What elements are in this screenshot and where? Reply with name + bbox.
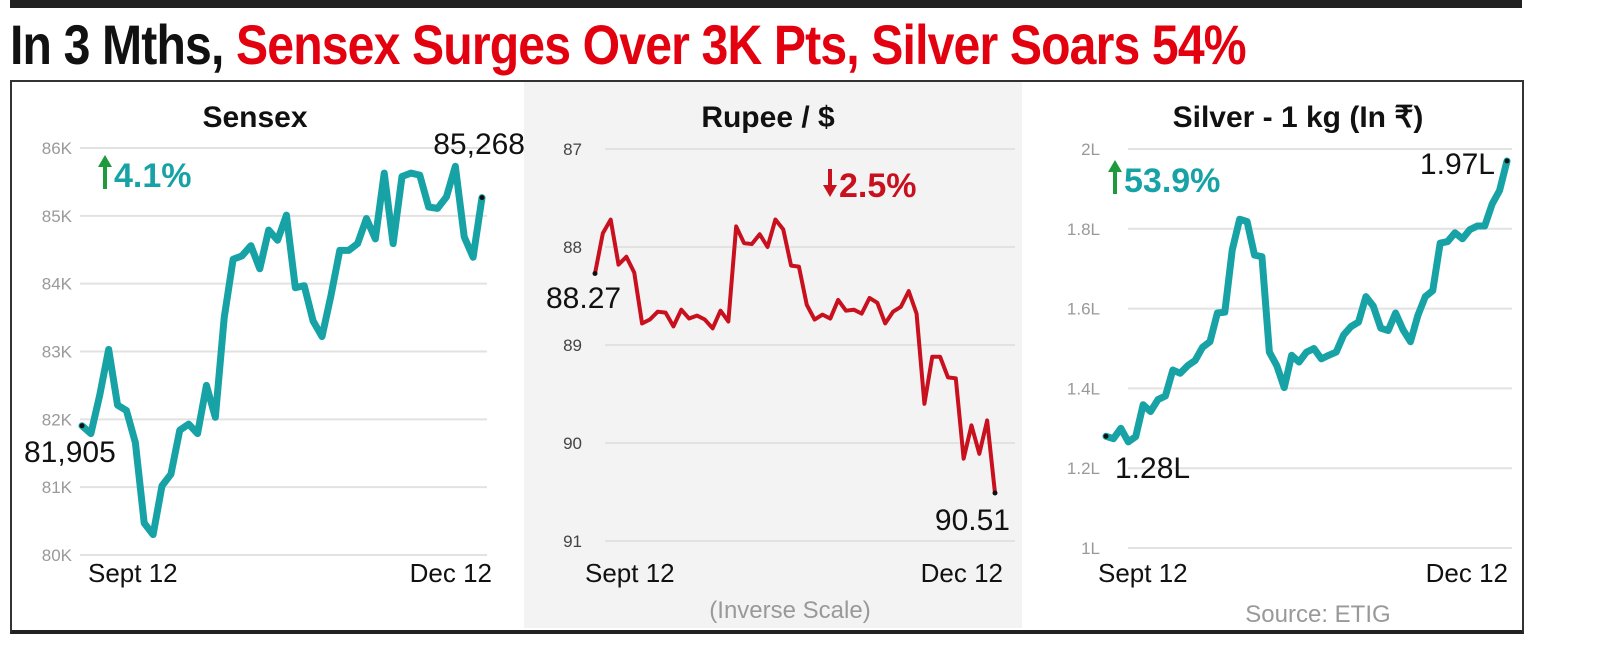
- start-point: [79, 423, 85, 429]
- end-value-label: 90.51: [935, 504, 1010, 537]
- start-value-label: 1.28L: [1115, 452, 1190, 485]
- y-tick-label: 2L: [1081, 140, 1100, 159]
- y-tick-label: 88: [563, 238, 582, 257]
- end-value-label: 1.97L: [1420, 148, 1495, 181]
- start-value-label: 81,905: [24, 436, 116, 469]
- change-percent: 2.5%: [839, 167, 917, 205]
- y-tick-label: 1.6L: [1067, 300, 1100, 319]
- y-tick-label: 1.2L: [1067, 459, 1100, 478]
- x-label-end: Dec 12: [410, 558, 492, 588]
- x-label-start: Sept 12: [585, 558, 675, 588]
- chart-panel-2: Silver - 1 kg (In ₹) 1L 1.2L 1.4L 1.6L 1.8L 2L…: [1067, 101, 1512, 628]
- y-tick-label: 82K: [42, 410, 73, 429]
- chart-panel-1: Rupee / $ 87 88 89 90 91 88.27 90.51 Sept 12 Dec …: [546, 101, 1015, 624]
- y-tick-label: 1L: [1081, 539, 1100, 558]
- y-tick-label: 83K: [42, 343, 73, 362]
- y-tick-label: 87: [563, 140, 582, 159]
- series-line: [78, 162, 486, 539]
- panel-title: Silver - 1 kg (In ₹): [1173, 101, 1424, 134]
- series-line: [593, 217, 997, 495]
- y-tick-label: 85K: [42, 207, 73, 226]
- source-note: Source: ETIG: [1245, 601, 1390, 628]
- start-point: [1103, 433, 1109, 439]
- top-rule: [10, 0, 1522, 8]
- chart-panel-0: Sensex 80K 81K 82K 83K 84K 85K 86K 81,905 85,268 S…: [24, 101, 525, 588]
- y-tick-label: 90: [563, 434, 582, 453]
- headline: In 3 Mths, Sensex Surges Over 3K Pts, Si…: [10, 10, 1247, 80]
- x-label-end: Dec 12: [921, 558, 1003, 588]
- y-tick-label: 91: [563, 532, 582, 551]
- end-point: [992, 490, 998, 496]
- end-value-label: 85,268: [433, 128, 525, 161]
- y-tick-label: 84K: [42, 275, 73, 294]
- start-point: [592, 270, 598, 276]
- x-label-start: Sept 12: [88, 558, 178, 588]
- y-tick-label: 86K: [42, 139, 73, 158]
- change-percent: 53.9%: [1124, 162, 1220, 200]
- end-point: [479, 195, 485, 201]
- y-tick-label: 1.8L: [1067, 220, 1100, 239]
- change-percent: 4.1%: [114, 157, 192, 195]
- start-value-label: 88.27: [546, 282, 621, 315]
- y-tick-label: 1.4L: [1067, 379, 1100, 398]
- end-point: [1504, 158, 1510, 164]
- headline-part-1: In 3 Mths,: [10, 13, 224, 76]
- y-tick-label: 80K: [42, 546, 73, 565]
- y-tick-label: 81K: [42, 478, 73, 497]
- arrow-up-icon: [1108, 160, 1122, 194]
- arrow-up-icon: [98, 155, 112, 189]
- inverse-scale-note: (Inverse Scale): [709, 597, 870, 624]
- panel-title: Rupee / $: [701, 101, 835, 134]
- chart-frame: [10, 80, 1524, 634]
- arrow-down-icon: [823, 169, 837, 197]
- y-tick-label: 89: [563, 336, 582, 355]
- headline-part-2: Sensex Surges Over 3K Pts, Silver Soars …: [223, 13, 1247, 76]
- series-line: [1102, 157, 1511, 446]
- x-label-end: Dec 12: [1426, 558, 1508, 588]
- x-label-start: Sept 12: [1098, 558, 1188, 588]
- panel-title: Sensex: [202, 101, 307, 134]
